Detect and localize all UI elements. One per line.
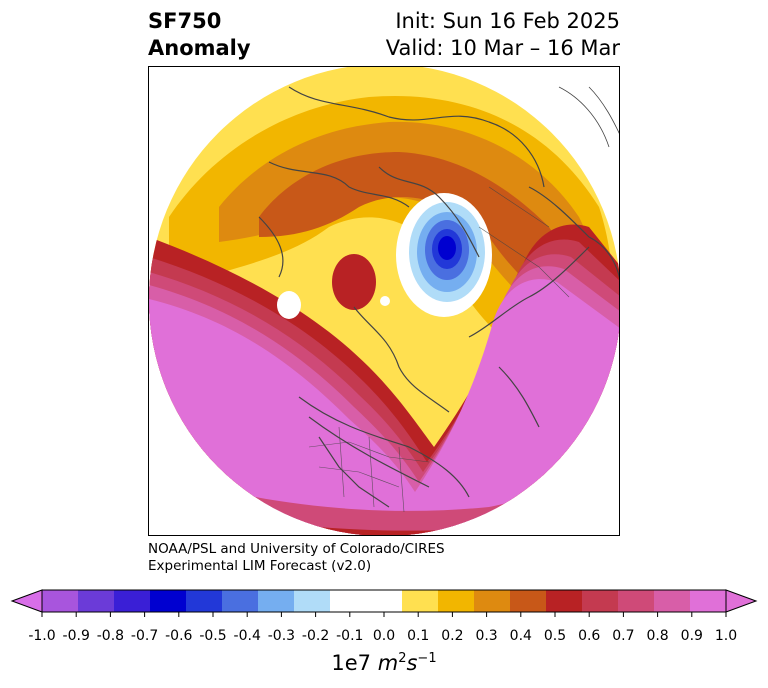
colorbar-swatch — [42, 590, 79, 612]
colorbar-tick-label: -0.8 — [97, 628, 124, 644]
colorbar-tick-label: -0.2 — [302, 628, 329, 644]
chart-title-right: Init: Sun 16 Feb 2025 Valid: 10 Mar – 16… — [386, 8, 620, 62]
colorbar-unit-label: 1e7 m2s−1 — [331, 651, 436, 675]
colorbar-swatch — [294, 590, 331, 612]
colorbar-swatch — [618, 590, 655, 612]
colorbar-swatch — [546, 590, 583, 612]
colorbar-tick-label: 0.6 — [578, 628, 600, 644]
colorbar-swatch — [366, 590, 403, 612]
credit-line-1: NOAA/PSL and University of Colorado/CIRE… — [148, 541, 445, 557]
negative-anomaly-core — [438, 236, 456, 260]
contour-spot-white — [277, 291, 301, 319]
pole-marker — [380, 296, 390, 306]
credit-line-2: Experimental LIM Forecast (v2.0) — [148, 558, 372, 574]
colorbar-swatch — [654, 590, 691, 612]
colorbar-tick-label: 0.7 — [612, 628, 634, 644]
colorbar-tick-label: 0.5 — [544, 628, 566, 644]
init-date: Init: Sun 16 Feb 2025 — [395, 9, 620, 33]
colorbar-tick-label: -0.6 — [165, 628, 192, 644]
valid-range: Valid: 10 Mar – 16 Mar — [385, 36, 620, 60]
colorbar-swatch — [330, 590, 367, 612]
contour-band-magenta — [149, 279, 619, 535]
map-panel — [148, 66, 620, 536]
chart-title-left: SF750 Anomaly — [148, 8, 251, 62]
colorbar-swatches — [42, 590, 727, 612]
outer-coastlines — [558, 86, 619, 148]
contour-band-rust — [259, 152, 571, 317]
colorbar-swatch — [438, 590, 475, 612]
colorbar-swatch — [402, 590, 439, 612]
colorbar-ticks: -1.0 -0.9 -0.8 -0.7 -0.6 -0.5 -0.4 -0.3 -0.2 -0.1… — [28, 612, 737, 644]
colorbar-swatch — [258, 590, 295, 612]
colorbar-tick-label: -0.5 — [199, 628, 226, 644]
colorbar-tick-label: 1.0 — [715, 628, 737, 644]
colorbar-swatch — [474, 590, 511, 612]
colorbar-under-arrow — [10, 589, 43, 613]
colorbar-tick-label: 0.2 — [441, 628, 463, 644]
colorbar-tick-label: 0.4 — [510, 628, 532, 644]
colorbar-swatch — [582, 590, 619, 612]
colorbar-swatch — [114, 590, 151, 612]
colorbar-tick-label: -0.3 — [268, 628, 295, 644]
colorbar-swatch — [222, 590, 259, 612]
anomaly-map — [149, 67, 619, 535]
colorbar-tick-label: -1.0 — [28, 628, 55, 644]
colorbar: -1.0 -0.9 -0.8 -0.7 -0.6 -0.5 -0.4 -0.3 -0.2 -0.1… — [10, 589, 758, 675]
colorbar-swatch — [150, 590, 187, 612]
colorbar-swatch — [78, 590, 115, 612]
colorbar-tick-label: -0.4 — [234, 628, 261, 644]
colorbar-swatch — [510, 590, 547, 612]
colorbar-tick-label: 0.8 — [646, 628, 668, 644]
colorbar-tick-label: 0.3 — [475, 628, 497, 644]
colorbar-tick-label: -0.7 — [131, 628, 158, 644]
coastlines — [258, 86, 619, 508]
colorbar-over-arrow — [725, 589, 758, 613]
variable-label: SF750 — [148, 9, 222, 33]
colorbar-tick-label: -0.1 — [336, 628, 363, 644]
colorbar-tick-label: 0.0 — [373, 628, 395, 644]
credit-text: NOAA/PSL and University of Colorado/CIRE… — [148, 541, 445, 575]
field-label: Anomaly — [148, 36, 251, 60]
borders — [308, 186, 570, 513]
colorbar-swatch — [690, 590, 727, 612]
colorbar-tick-label: -0.9 — [63, 628, 90, 644]
colorbar-tick-label: 0.1 — [407, 628, 429, 644]
contour-spot-red — [332, 254, 376, 310]
colorbar-swatch — [186, 590, 223, 612]
colorbar-tick-label: 0.9 — [681, 628, 703, 644]
